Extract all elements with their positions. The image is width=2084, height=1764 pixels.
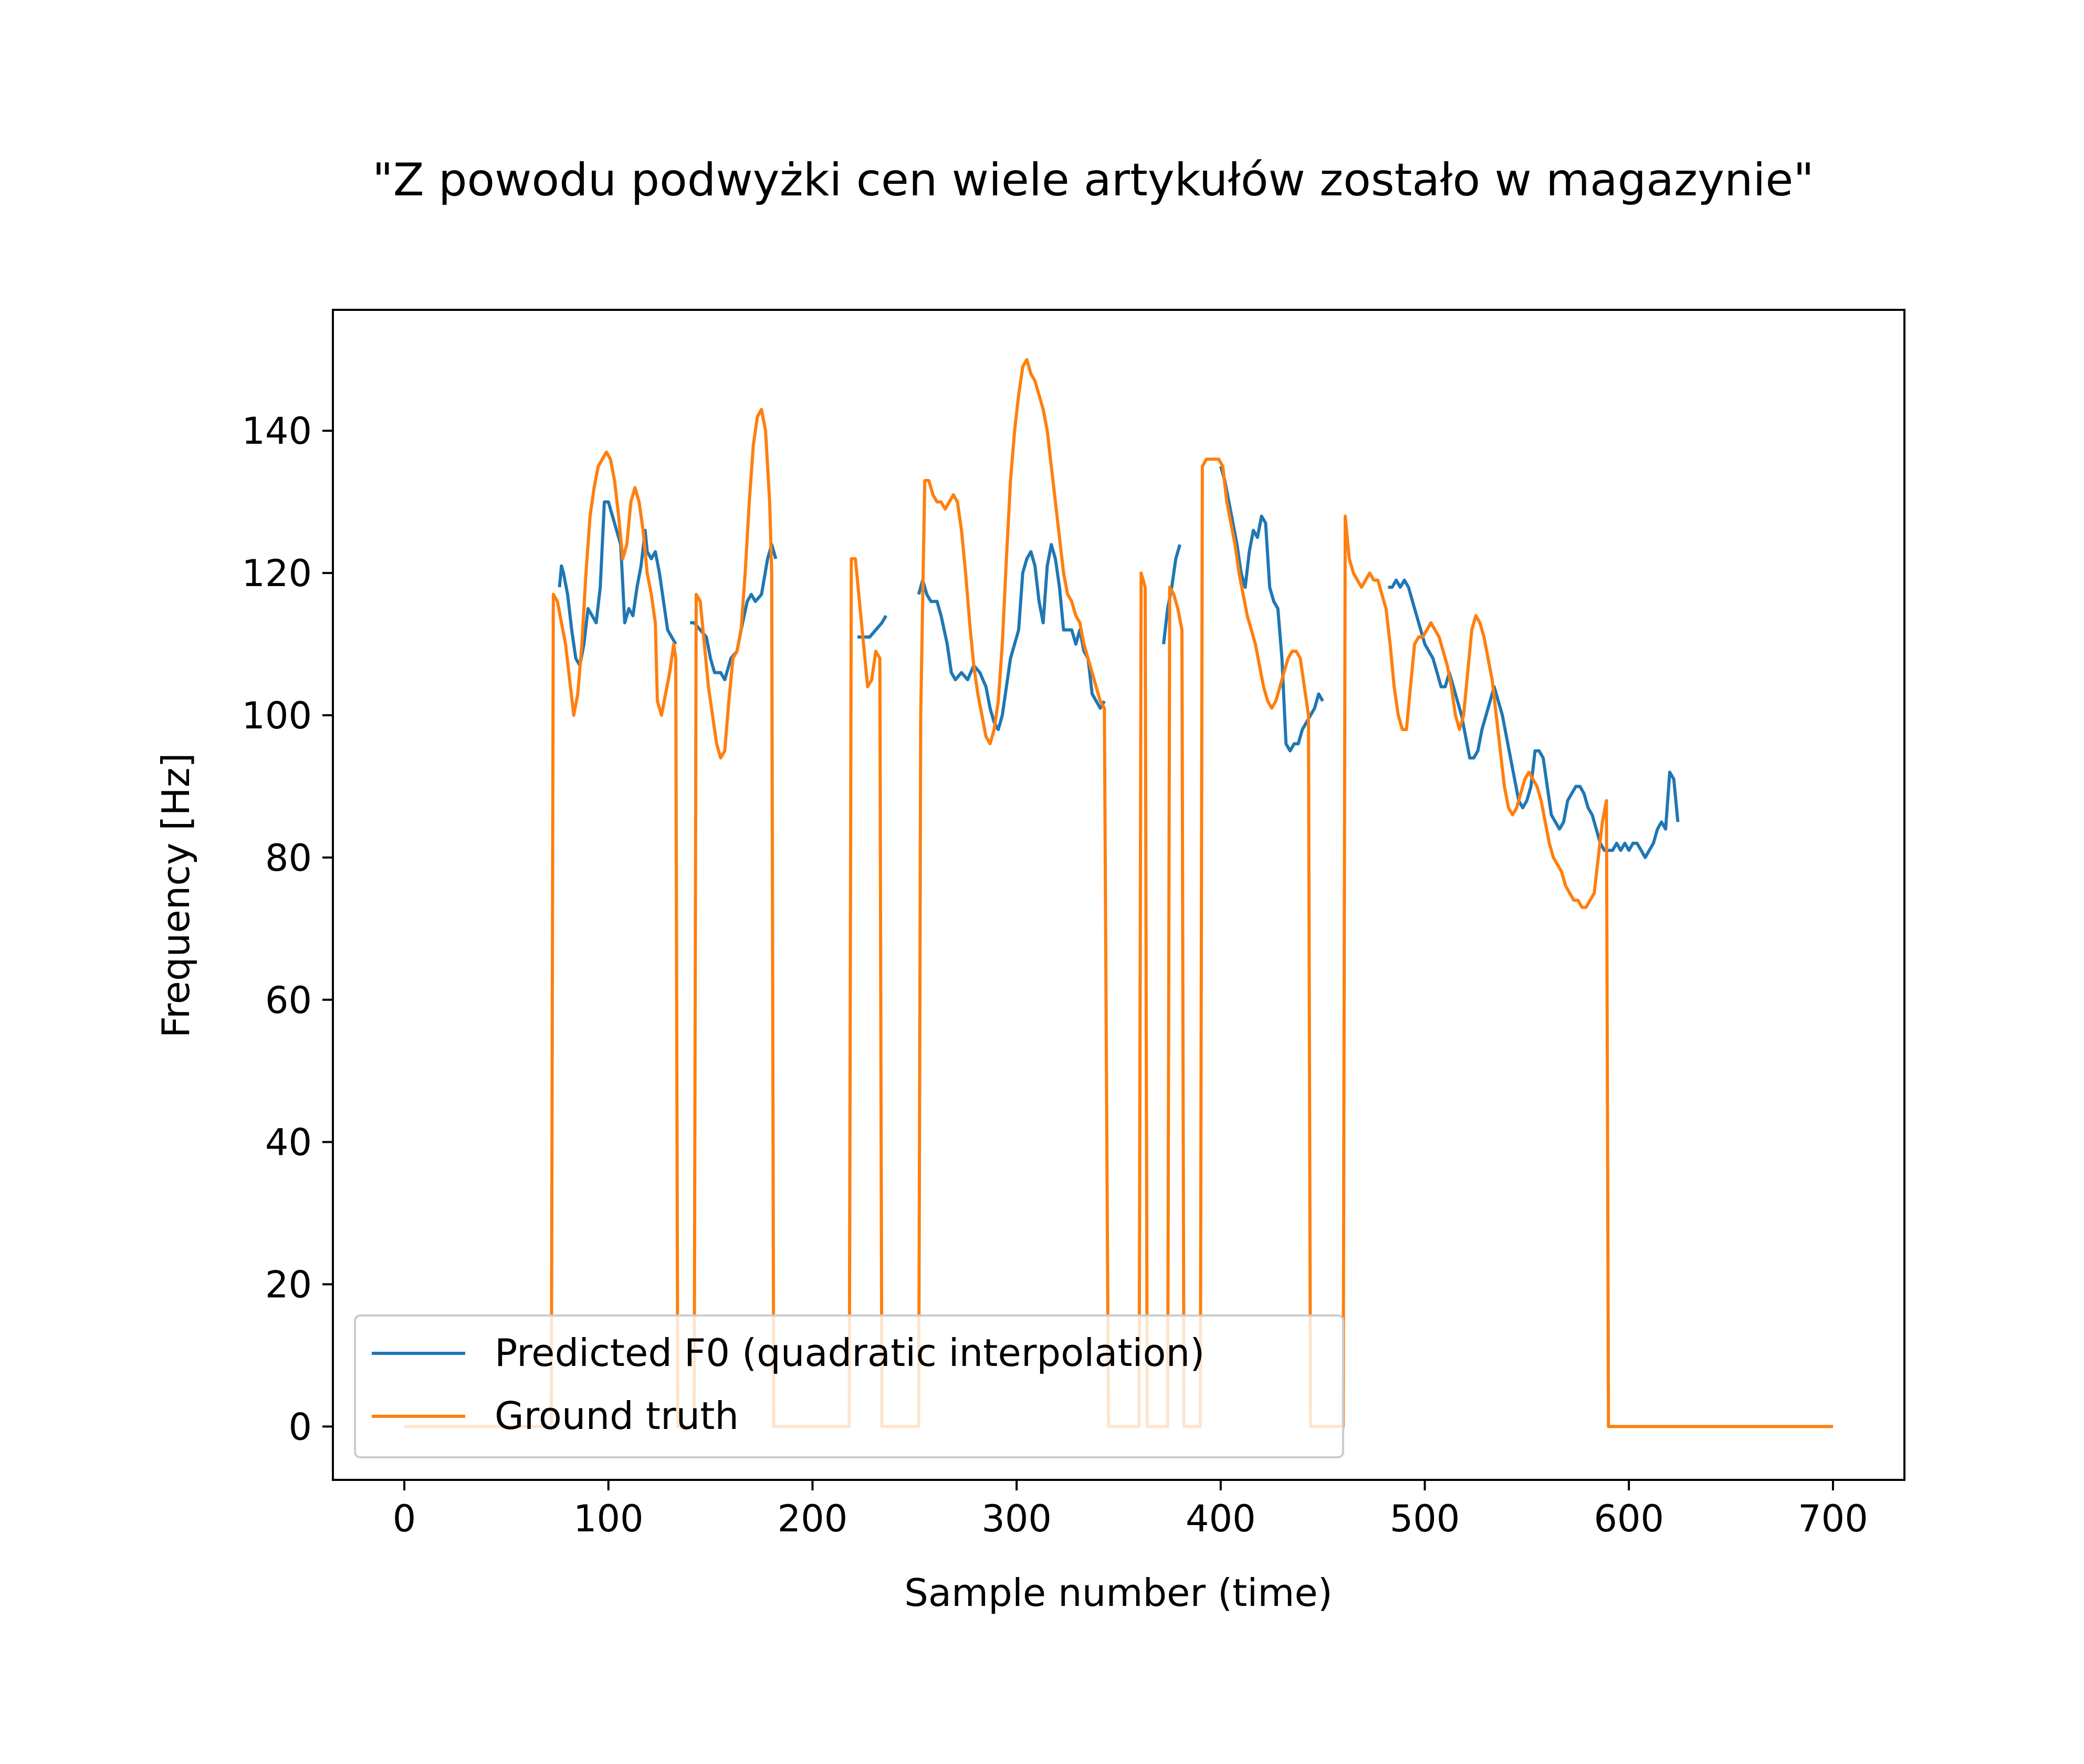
legend-label-ground-truth: Ground truth — [495, 1394, 739, 1438]
series-layer — [404, 358, 1833, 1428]
x-tick-label: 400 — [1186, 1497, 1256, 1540]
x-tick-label: 100 — [573, 1497, 644, 1540]
y-tick-label: 0 — [288, 1405, 312, 1448]
y-tick-label: 20 — [265, 1264, 312, 1307]
y-axis-label: Frequency [Hz] — [154, 753, 198, 1038]
x-tick-label: 700 — [1798, 1497, 1868, 1540]
y-tick-label: 60 — [265, 979, 312, 1022]
x-axis-label: Sample number (time) — [904, 1571, 1333, 1615]
series-predicted-segment-4 — [1162, 544, 1181, 644]
x-axis-ticks: 0 100 200 300 400 500 600 700 — [393, 1480, 1868, 1540]
x-tick-label: 500 — [1390, 1497, 1460, 1540]
y-axis-ticks: 0 20 40 60 80 100 120 140 — [242, 410, 333, 1448]
x-tick-label: 600 — [1594, 1497, 1664, 1540]
series-ground-truth-line — [404, 358, 1833, 1428]
series-predicted-segment-6 — [1388, 578, 1680, 859]
series-predicted-segment-3 — [917, 543, 1106, 732]
chart-title: "Z powodu podwyżki cen wiele artykułów z… — [372, 154, 1814, 206]
legend-label-predicted: Predicted F0 (quadratic interpolation) — [495, 1331, 1205, 1375]
legend: Predicted F0 (quadratic interpolation) G… — [354, 1314, 1344, 1458]
y-tick-label: 40 — [265, 1121, 312, 1164]
y-tick-label: 80 — [265, 837, 312, 880]
x-tick-label: 0 — [393, 1497, 416, 1540]
series-predicted-segment-5 — [1219, 466, 1324, 753]
series-predicted-segment-0 — [558, 500, 677, 667]
x-tick-label: 300 — [981, 1497, 1052, 1540]
plot-area — [333, 310, 1904, 1480]
legend-box — [354, 1314, 1344, 1458]
x-tick-label: 200 — [778, 1497, 848, 1540]
y-tick-label: 100 — [242, 694, 312, 737]
plot-frame — [332, 309, 1905, 1481]
y-tick-label: 120 — [242, 552, 312, 595]
y-tick-label: 140 — [242, 410, 312, 453]
